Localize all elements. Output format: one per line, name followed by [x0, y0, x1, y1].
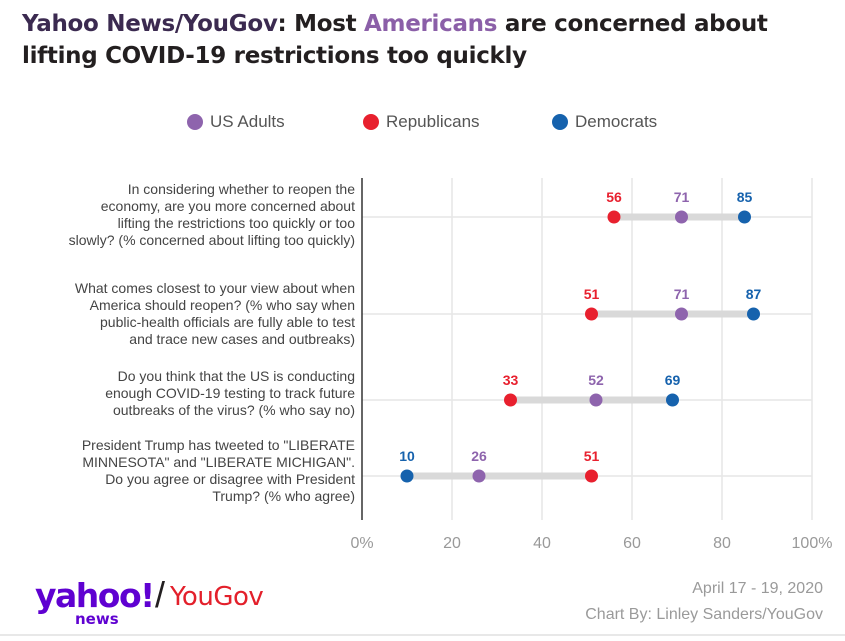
x-tick-label: 0% — [350, 535, 373, 552]
data-label-republicans: 51 — [584, 286, 600, 302]
chart-credit: Chart By: Linley Sanders/YouGov — [585, 606, 823, 623]
legend-label-us-adults: US Adults — [210, 112, 285, 131]
legend-item-us-adults: US Adults — [187, 112, 285, 132]
yahoo-news-logo: news — [75, 610, 119, 628]
data-label-democrats: 85 — [737, 189, 753, 205]
data-point-republicans — [585, 307, 598, 321]
title-highlight: Americans — [364, 11, 498, 37]
legend-marker-republicans — [363, 114, 379, 130]
question-2-line: America should reopen? (% who say when — [89, 297, 355, 313]
x-tick-label: 80 — [713, 535, 731, 552]
question-4-line: Do you agree or disagree with President — [105, 471, 355, 487]
question-2-line: public-health officials are fully able t… — [100, 314, 355, 330]
legend-marker-us-adults — [187, 114, 203, 130]
data-point-us-adults — [472, 469, 486, 483]
data-label-democrats: 10 — [399, 448, 415, 464]
legend-label-democrats: Democrats — [575, 112, 658, 131]
legend-item-republicans: Republicans — [363, 112, 480, 132]
title-source: Yahoo News/YouGov — [22, 11, 278, 37]
x-tick-label: 40 — [533, 535, 551, 552]
question-1-line: In considering whether to reopen the — [127, 181, 355, 197]
data-label-republicans: 33 — [503, 372, 519, 388]
question-4-line: MINNESOTA" and "LIBERATE MICHIGAN". — [82, 454, 355, 470]
legend-label-republicans: Republicans — [386, 112, 480, 131]
question-3-line: Do you think that the US is conducting — [117, 368, 355, 384]
data-label-us-adults: 52 — [588, 372, 604, 388]
survey-date: April 17 - 19, 2020 — [692, 580, 823, 597]
question-4-line: Trump? (% who agree) — [212, 488, 355, 504]
data-point-democrats — [400, 469, 414, 483]
question-1-line: economy, are you more concerned about — [100, 198, 355, 214]
data-label-us-adults: 71 — [674, 286, 690, 302]
bottom-divider — [0, 634, 845, 636]
question-1-line: lifting the restrictions too quickly or … — [117, 215, 355, 231]
question-label-2: What comes closest to your view about wh… — [5, 280, 355, 348]
x-tick-label: 100% — [792, 535, 833, 552]
data-point-us-adults — [675, 307, 688, 321]
question-1-line: slowly? (% concerned about lifting too q… — [68, 232, 355, 248]
logo-separator: / — [155, 574, 166, 615]
question-3-line: outbreaks of the virus? (% who say no) — [112, 402, 355, 418]
chart-title: Yahoo News/YouGov: Most Americans are co… — [22, 8, 832, 72]
question-2-line: and trace new cases and outbreaks) — [129, 331, 355, 347]
yahoo-logo: yahoo! — [35, 576, 155, 615]
data-label-republicans: 56 — [606, 189, 622, 205]
data-point-republicans — [504, 393, 517, 407]
data-point-democrats — [666, 393, 679, 407]
data-label-us-adults: 26 — [471, 448, 487, 464]
title-text-before: : Most — [277, 11, 365, 37]
data-label-democrats: 87 — [746, 286, 762, 302]
data-label-us-adults: 71 — [674, 189, 690, 205]
x-tick-label: 20 — [443, 535, 461, 552]
legend-marker-democrats — [552, 114, 568, 130]
data-point-republicans — [607, 210, 621, 224]
data-point-republicans — [585, 469, 598, 483]
x-tick-label: 60 — [623, 535, 641, 552]
data-label-republicans: 51 — [584, 448, 600, 464]
question-label-1: In considering whether to reopen the eco… — [5, 181, 355, 249]
question-3-line: enough COVID-19 testing to track future — [105, 385, 355, 401]
title-text-after: are concerned about lifting COVID-19 res… — [22, 11, 768, 69]
question-4-line: President Trump has tweeted to "LIBERATE — [81, 437, 355, 453]
data-label-democrats: 69 — [665, 372, 681, 388]
data-point-democrats — [738, 210, 751, 224]
data-point-us-adults — [589, 393, 603, 407]
question-label-3: Do you think that the US is conducting e… — [5, 368, 355, 419]
data-point-us-adults — [675, 210, 688, 224]
chart-legend: US Adults Republicans Democrats — [0, 112, 845, 136]
question-2-line: What comes closest to your view about wh… — [74, 280, 355, 296]
data-point-democrats — [747, 307, 760, 321]
question-label-4: President Trump has tweeted to "LIBERATE… — [5, 437, 355, 505]
legend-item-democrats: Democrats — [552, 112, 657, 132]
yougov-logo: YouGov — [170, 582, 264, 612]
